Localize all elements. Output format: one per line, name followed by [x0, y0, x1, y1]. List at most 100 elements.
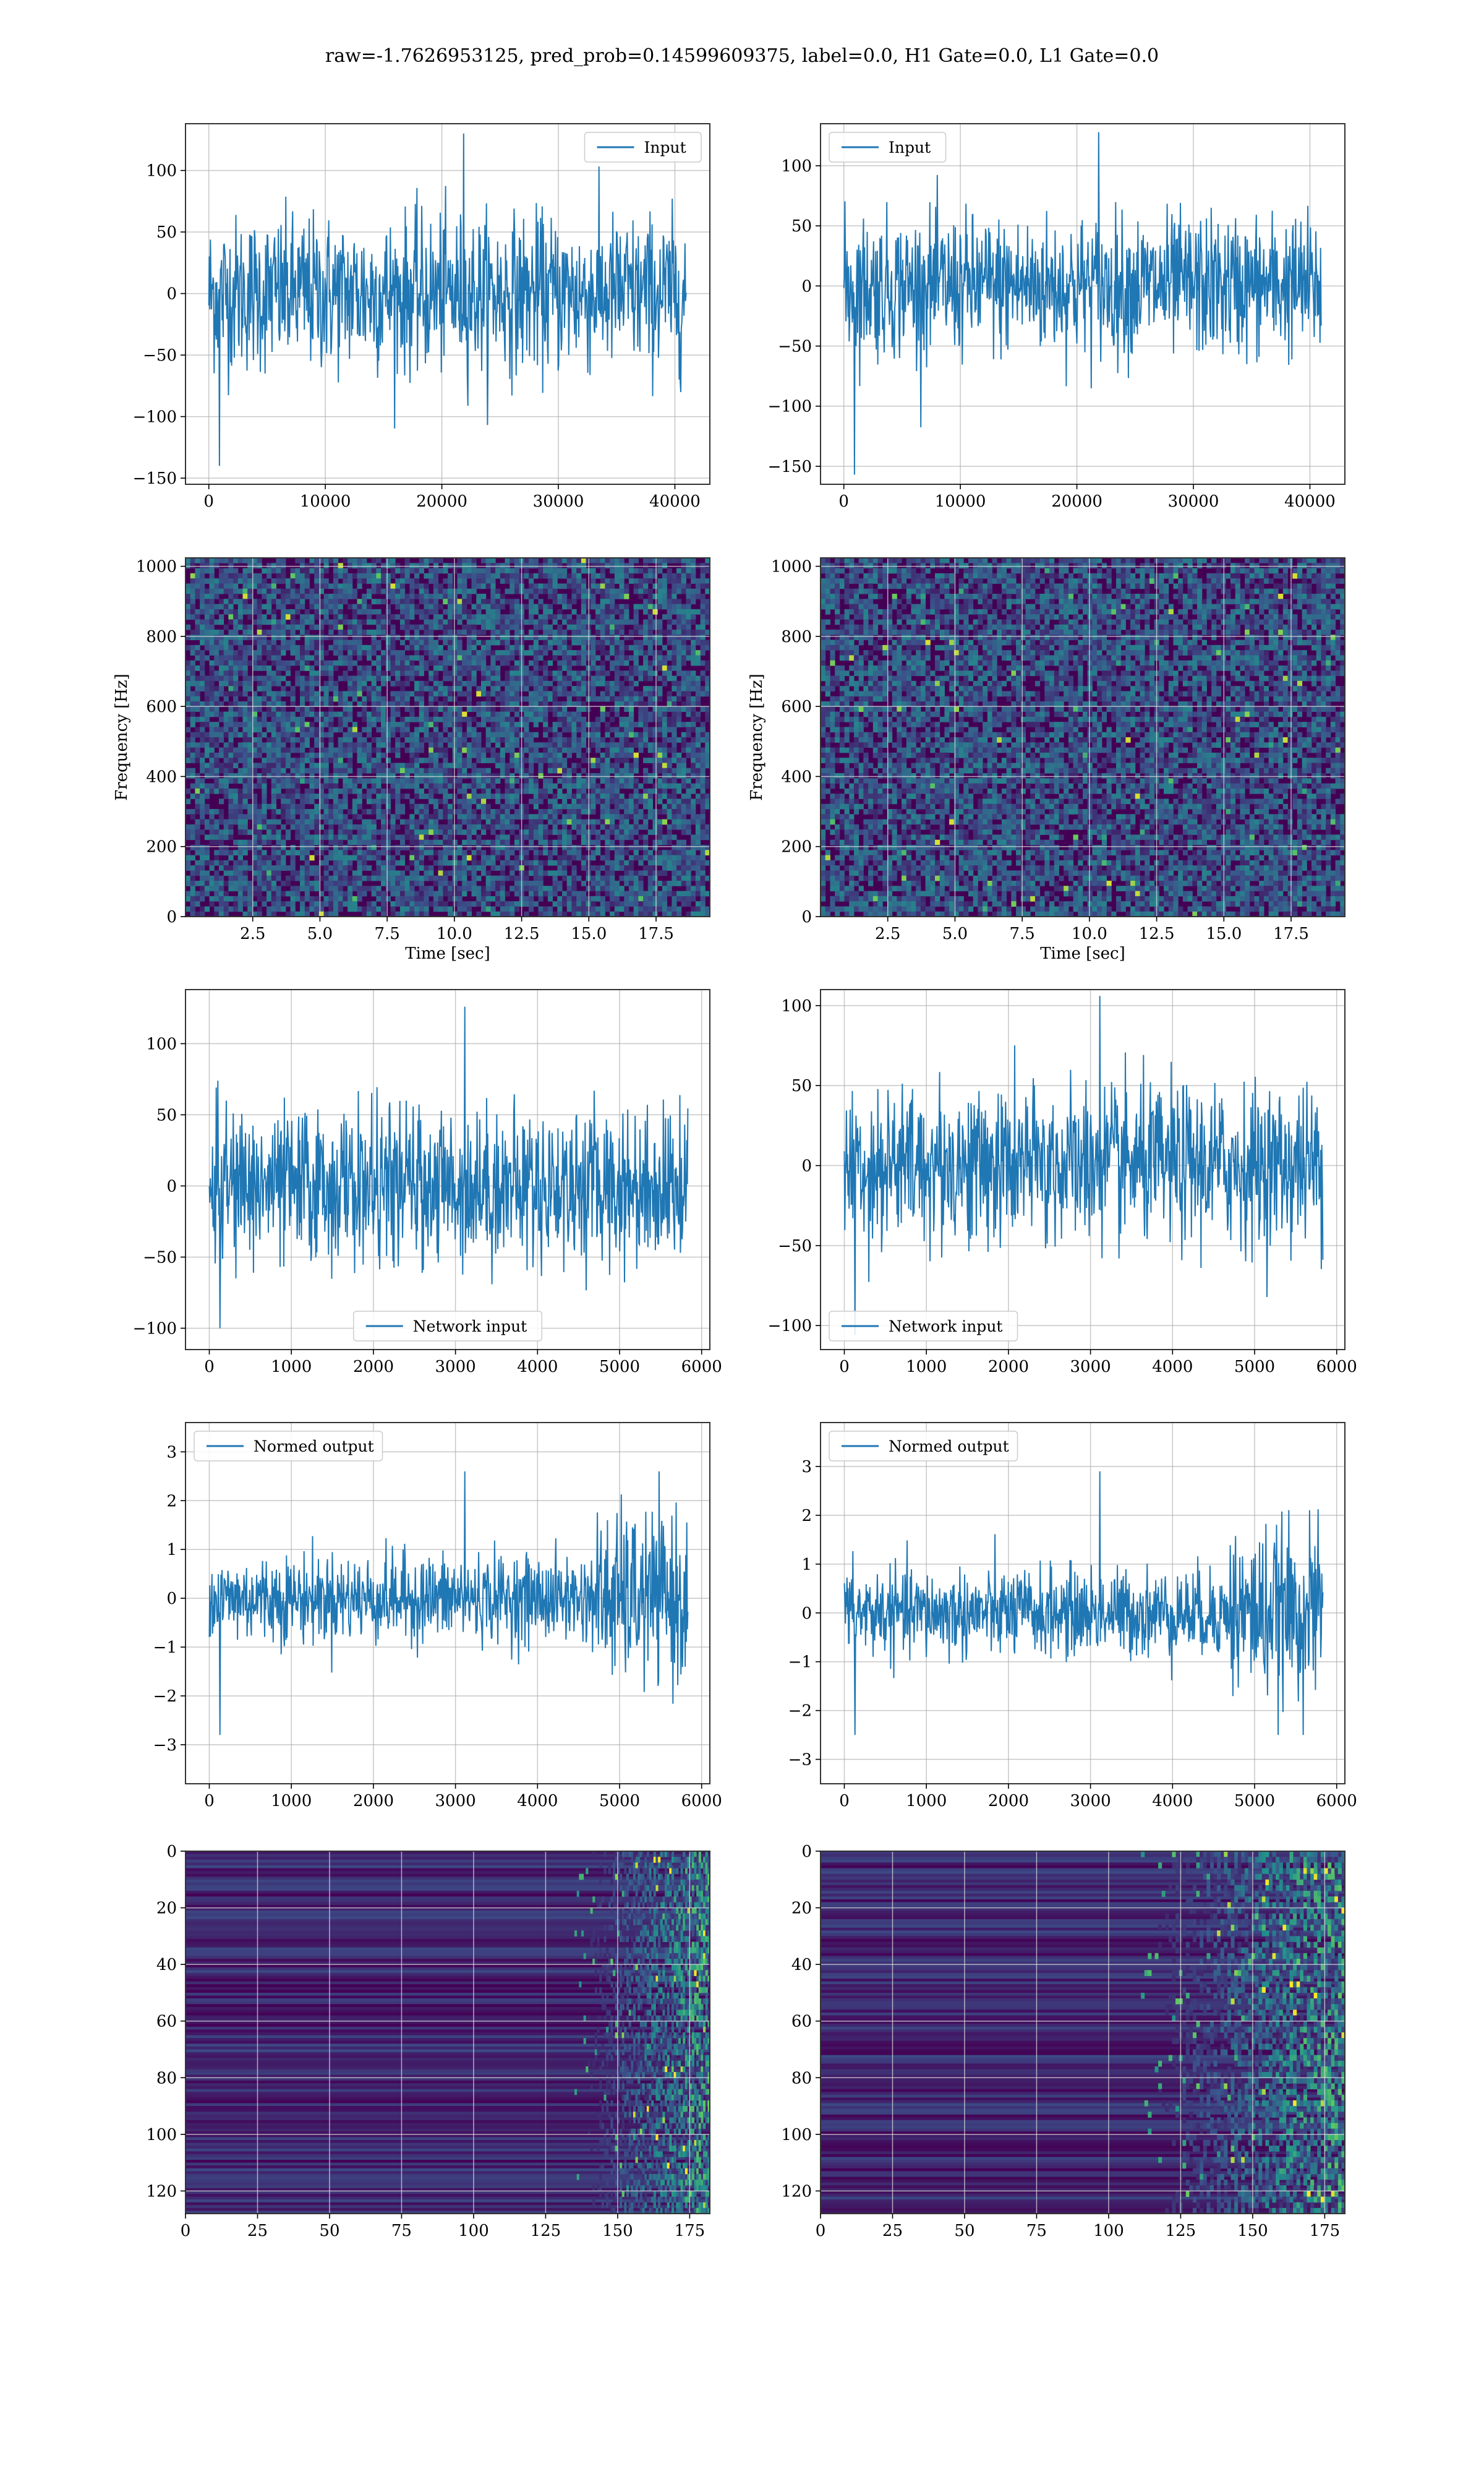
spectrogram-h1-cell — [476, 850, 482, 856]
spectrogram-h1-cell — [247, 809, 253, 815]
spectrogram-h1-cell — [448, 824, 453, 830]
spectrogram-h1-cell — [533, 619, 539, 625]
spectrogram-h1-cell — [429, 655, 434, 661]
spectrogram-h1-cell — [414, 737, 420, 743]
spectrogram-h1-cell — [619, 794, 625, 799]
spectrogram-h1-cell — [371, 834, 377, 841]
spectrogram-h1-cell — [419, 624, 424, 630]
spectrogram-h1-cell — [242, 599, 248, 605]
spectrogram-h1-cell — [285, 783, 291, 789]
spectrogram-h1-cell — [605, 819, 610, 825]
spectrogram-h1-cell — [495, 691, 501, 697]
spectrogram-h1-cell — [524, 727, 529, 733]
spectrogram-h1-cell — [214, 788, 220, 794]
spectrogram-h1-cell — [362, 599, 367, 605]
spectrogram-h1-cell — [309, 809, 315, 815]
spectrogram-h1-cell — [547, 788, 553, 794]
spectrogram-h1-cell — [381, 711, 386, 717]
spectrogram-h1-cell — [547, 614, 553, 620]
spectrogram-h1-cell — [290, 660, 296, 666]
spectrogram-h1-cell — [390, 768, 396, 774]
spectrogram-h1-cell — [681, 798, 686, 805]
spectrogram-h1-cell — [328, 644, 334, 651]
spectrogram-h1-cell — [624, 573, 629, 579]
input-l1-legend-label: Input — [889, 139, 931, 156]
spectrogram-h1-cell — [338, 644, 343, 651]
spectrogram-h1-cell — [409, 737, 415, 743]
spectrogram-h1-cell — [190, 722, 195, 727]
spectrogram-h1-cell — [705, 706, 710, 713]
spectrogram-h1-cell — [314, 644, 320, 651]
spectrogram-h1-cell — [409, 660, 415, 666]
spectrogram-h1-cell — [667, 783, 672, 789]
spectrogram-h1-cell — [366, 758, 372, 763]
spectrogram-h1-cell — [404, 727, 410, 733]
spectrogram-h1-cell — [309, 752, 315, 758]
spectrogram-h1-cell — [614, 686, 620, 691]
spectrogram-h1-cell — [233, 670, 239, 677]
spectrogram-h1-cell — [262, 594, 267, 599]
spectrogram-h1-cell — [547, 727, 553, 733]
spectrogram-h1-cell — [218, 839, 224, 845]
spectrogram-h1-cell — [429, 722, 434, 727]
spectrogram-h1-cell — [438, 666, 443, 671]
spectrogram-h1-cell — [333, 783, 339, 789]
spectrogram-h1-cell — [443, 675, 448, 682]
spectrogram-h1-cell — [485, 573, 491, 579]
spectrogram-h1-cell — [309, 706, 315, 713]
spectrogram-h1-cell — [399, 583, 406, 589]
spectrogram-h1-cell — [610, 716, 615, 722]
spectrogram-h1-cell — [343, 824, 348, 830]
spectrogram-h1-cell — [419, 635, 424, 641]
spectrogram-h1-cell — [505, 737, 510, 743]
spectrogram-h1-cell — [500, 768, 506, 774]
spectrogram-h1-cell — [348, 604, 353, 610]
spectrogram-h1-cell — [552, 819, 558, 825]
spectrogram-h1-cell — [495, 814, 501, 820]
spectrogram-h1-cell — [529, 604, 534, 610]
spectrogram-h1-cell — [628, 722, 634, 727]
spectrogram-h1-cell — [471, 824, 477, 830]
spectrogram-h1-cell — [404, 691, 410, 697]
spectrogram-h1-cell — [466, 660, 472, 666]
spectrogram-h1-cell — [399, 803, 406, 810]
spectrogram-h1-cell — [691, 680, 696, 687]
spectrogram-h1-cell — [186, 834, 191, 841]
spectrogram-h1-cell — [566, 624, 572, 630]
spectrogram-h1-cell — [576, 711, 582, 717]
spectrogram-h1-cell — [495, 716, 501, 722]
spectrogram-h1-cell — [633, 829, 639, 835]
spectrogram-h1-cell — [691, 773, 696, 779]
spectrogram-h1-cell — [242, 747, 248, 753]
spectrogram-h1-cell — [195, 573, 200, 579]
spectrogram-h1-cell — [686, 752, 691, 758]
spectrogram-h1-cell — [500, 696, 506, 702]
spectrogram-h1-cell — [619, 732, 625, 738]
spectrogram-h1-cell — [233, 819, 239, 825]
spectrogram-h1-cell — [681, 824, 686, 830]
spectrogram-h1-cell — [404, 829, 410, 835]
spectrogram-h1-cell — [223, 609, 229, 615]
spectrogram-h1-cell — [480, 768, 487, 774]
spectrogram-h1-cell — [338, 773, 343, 779]
spectrogram-h1-cell — [591, 696, 596, 702]
spectrogram-h1-cell — [676, 614, 682, 620]
spectrogram-h1-cell — [366, 578, 372, 584]
spectrogram-h1-cell — [533, 686, 539, 691]
spectrogram-h1-cell — [214, 819, 220, 825]
spectrogram-h1-cell — [304, 834, 310, 841]
spectrogram-h1-cell — [404, 635, 410, 641]
spectrogram-h1-cell — [538, 798, 544, 805]
spectrogram-h1-cell — [409, 839, 415, 845]
spectrogram-h1-cell — [438, 588, 443, 594]
spectrogram-h1-cell — [591, 680, 596, 687]
spectrogram-h1-cell — [300, 680, 305, 687]
spectrogram-h1-cell — [547, 624, 553, 630]
spectrogram-h1-cell — [290, 819, 296, 825]
spectrogram-h1-cell — [514, 578, 520, 584]
spectrogram-h1-cell — [695, 701, 701, 707]
spectrogram-h1-cell — [429, 578, 434, 584]
spectrogram-h1-cell — [343, 594, 348, 599]
spectrogram-h1-cell — [381, 660, 386, 666]
spectrogram-h1-cell — [605, 783, 610, 789]
